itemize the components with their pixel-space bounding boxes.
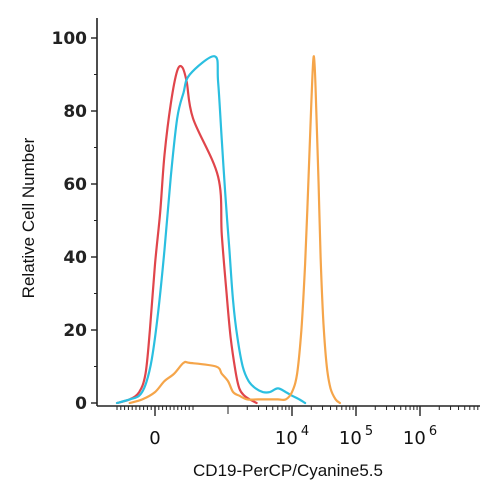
chart-series-group — [115, 55, 341, 405]
y-tick-label: 20 — [63, 321, 87, 341]
y-tick-label: 0 — [75, 394, 87, 414]
histogram-series-2 — [115, 55, 307, 405]
x-tick-label: 0 — [149, 428, 160, 449]
histogram-series-3 — [128, 55, 341, 405]
y-tick-label: 100 — [52, 29, 88, 49]
y-tick-label: 80 — [63, 102, 87, 122]
chart-axes: 0 20 40 60 80 100 0 10 4 10 5 10 6 — [52, 18, 480, 449]
y-axis-label: Relative Cell Number — [19, 137, 38, 298]
x-tick-label: 10 5 — [339, 424, 373, 449]
histogram-series-1 — [115, 64, 258, 405]
x-tick-label: 10 6 — [403, 424, 437, 449]
y-tick-label: 60 — [63, 175, 87, 195]
y-tick-label: 40 — [63, 248, 87, 268]
x-axis-label: CD19-PerCP/Cyanine5.5 — [193, 461, 383, 480]
x-tick-label: 10 4 — [275, 424, 309, 449]
